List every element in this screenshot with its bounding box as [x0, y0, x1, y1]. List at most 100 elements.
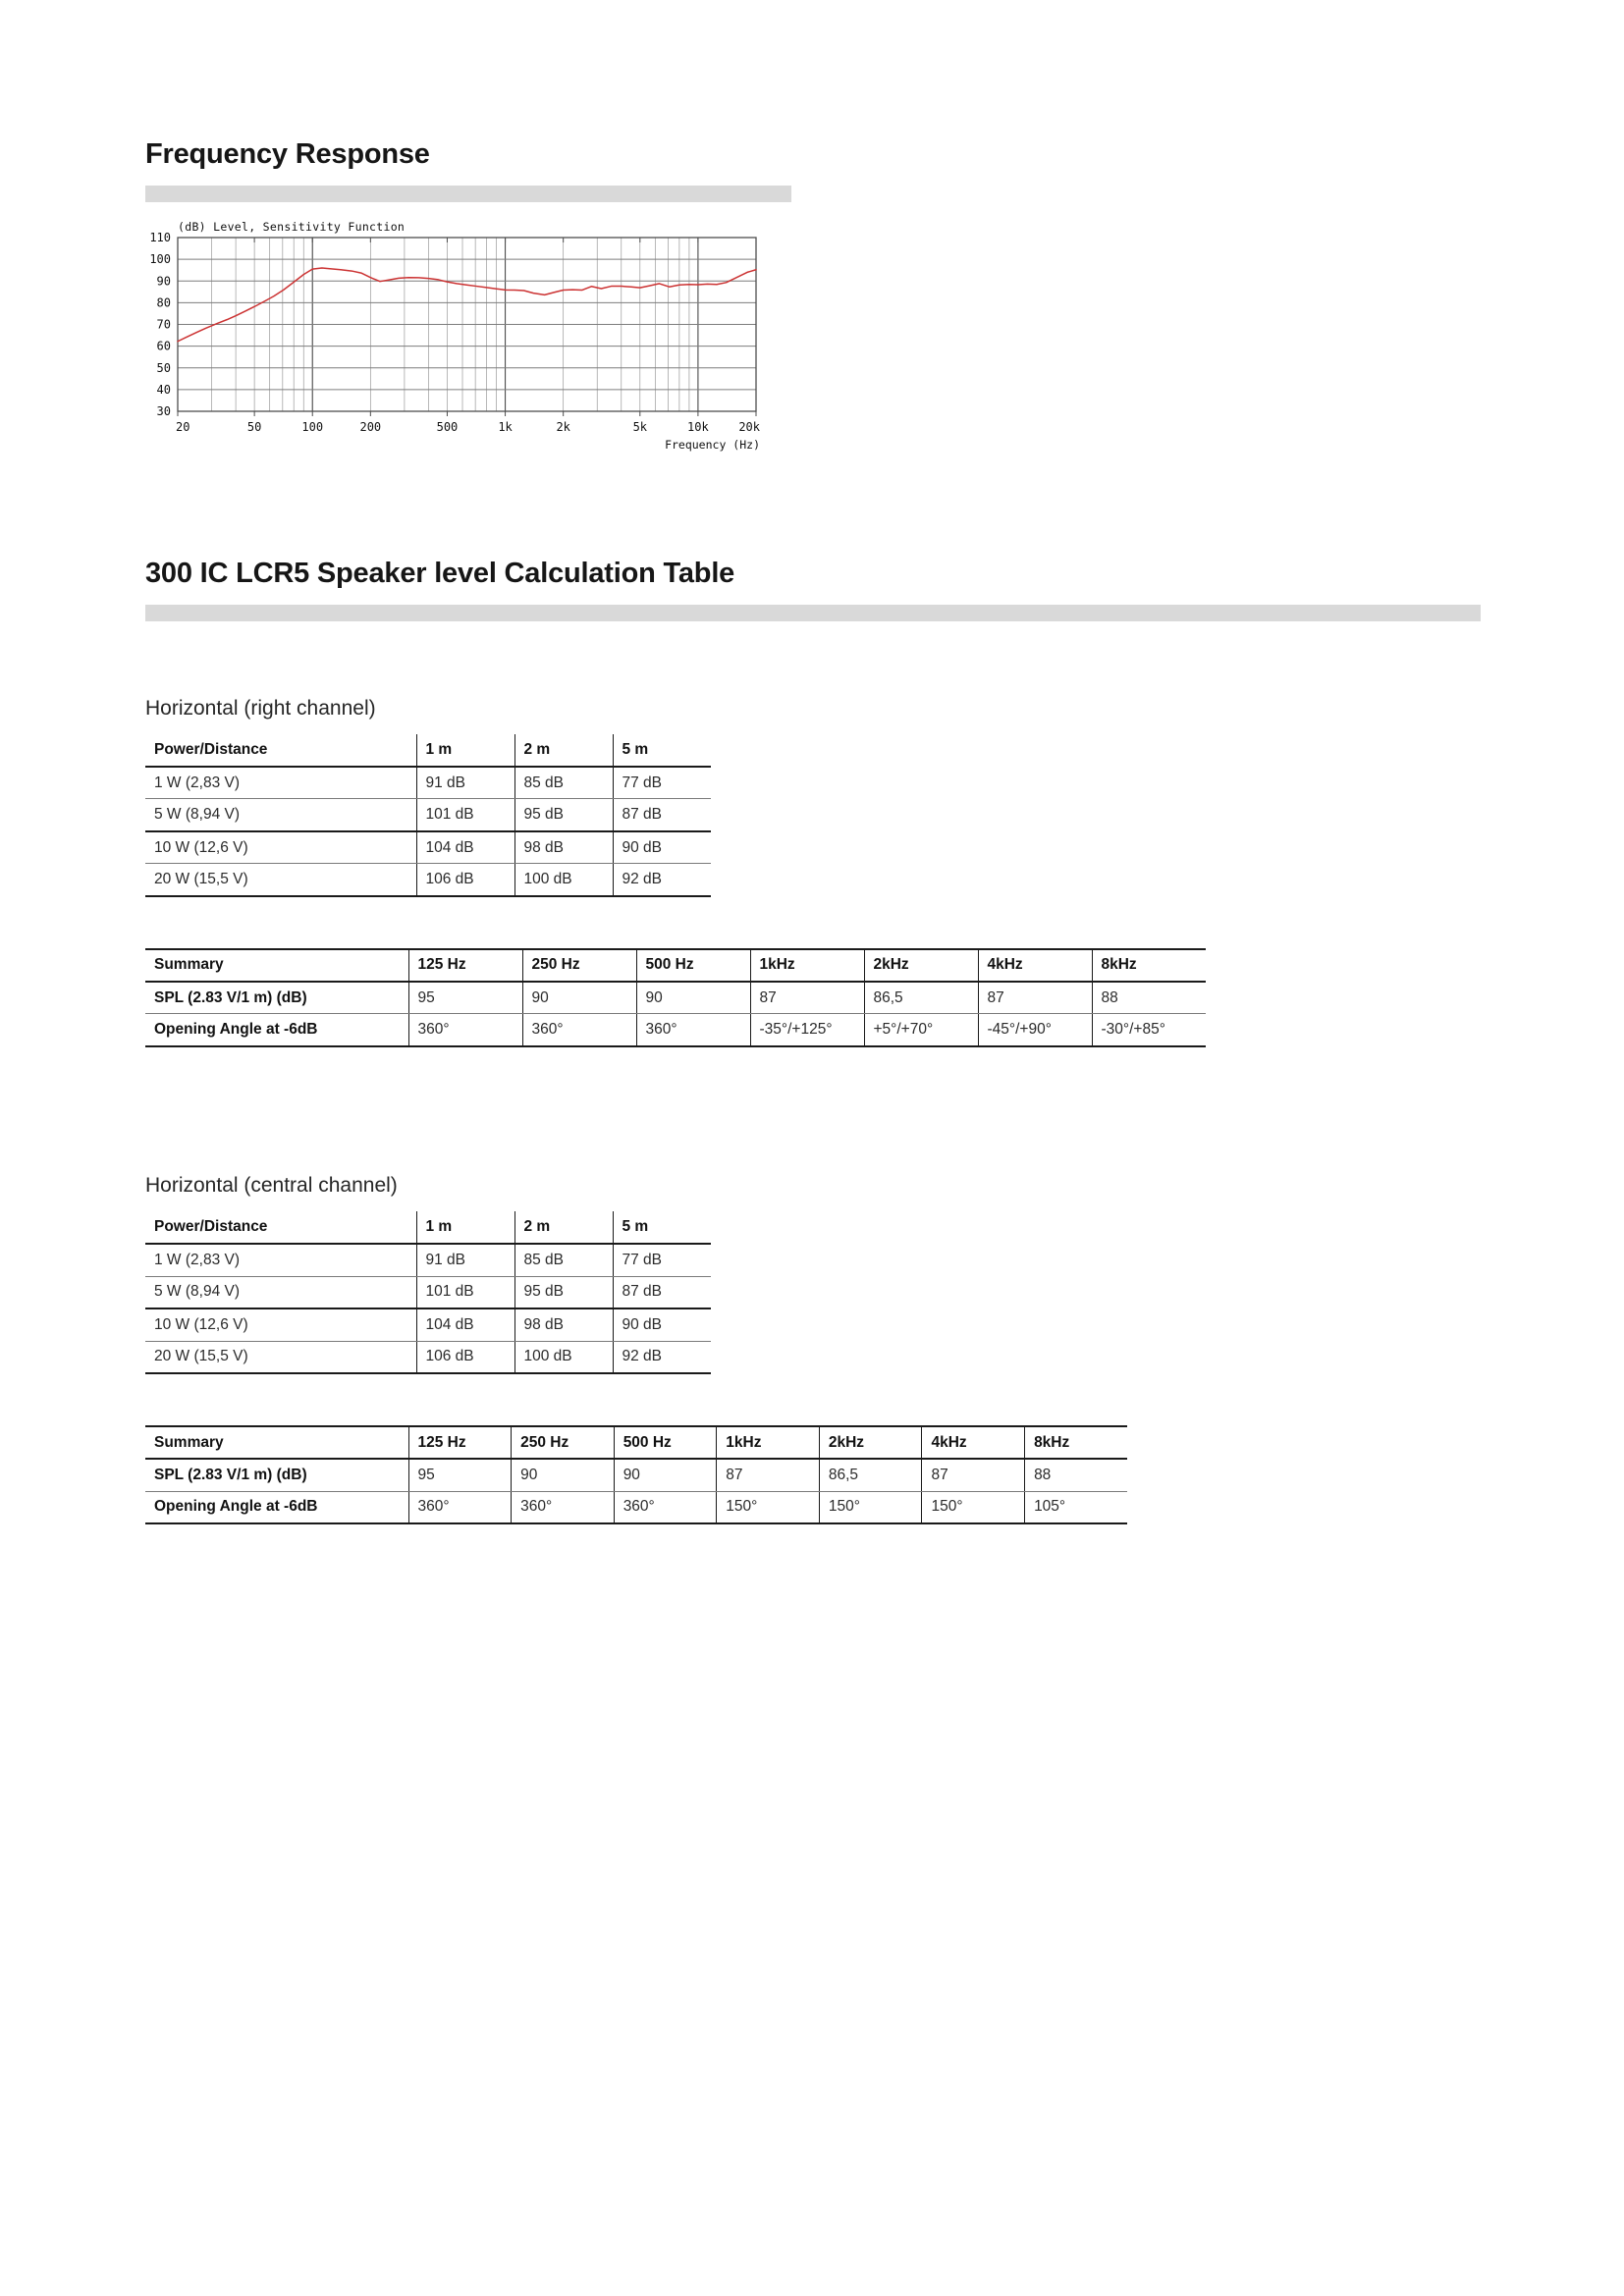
- column-header: 1 m: [415, 733, 514, 768]
- svg-text:80: 80: [157, 295, 171, 309]
- subheading-central-channel: Horizontal (central channel): [145, 1173, 398, 1197]
- cell-250hz: 360°: [511, 1491, 615, 1525]
- svg-text:500: 500: [437, 420, 459, 434]
- row-label: SPL (2.83 V/1 m) (dB): [145, 1459, 408, 1492]
- svg-text:110: 110: [149, 231, 171, 244]
- cell-2khz: 150°: [818, 1491, 922, 1525]
- cell-1m: 104 dB: [415, 1308, 514, 1342]
- svg-text:5k: 5k: [633, 420, 648, 434]
- page-title-calculation-table: 300 IC LCR5 Speaker level Calculation Ta…: [145, 557, 735, 589]
- cell-2m: 100 dB: [514, 1341, 613, 1375]
- table-row: 1 W (2,83 V) 91 dB 85 dB 77 dB: [145, 1244, 711, 1277]
- cell-500hz: 90: [613, 1459, 717, 1492]
- column-header: Summary: [145, 1425, 408, 1461]
- cell-250hz: 90: [511, 1459, 615, 1492]
- cell-5m: 92 dB: [612, 863, 711, 897]
- table-row: 10 W (12,6 V) 104 dB 98 dB 90 dB: [145, 830, 711, 865]
- table-row-spl: SPL (2.83 V/1 m) (dB) 95 90 90 87 86,5 8…: [145, 981, 1206, 1015]
- power-distance-table-central: Power/Distance 1 m 2 m 5 m 1 W (2,83 V) …: [145, 1211, 711, 1375]
- cell-8khz: 88: [1091, 981, 1206, 1015]
- table-row: 20 W (15,5 V) 106 dB 100 dB 92 dB: [145, 863, 711, 897]
- cell-5m: 90 dB: [612, 1308, 711, 1342]
- cell-1m: 106 dB: [415, 1341, 514, 1375]
- cell-1khz: 87: [749, 981, 864, 1015]
- cell-4khz: 87: [921, 1459, 1025, 1492]
- cell-125hz: 95: [407, 981, 522, 1015]
- svg-text:100: 100: [301, 420, 323, 434]
- column-header: 8kHz: [1024, 1425, 1128, 1461]
- cell-2khz: 86,5: [863, 981, 978, 1015]
- cell-500hz: 360°: [635, 1013, 750, 1047]
- cell-1m: 91 dB: [415, 766, 514, 800]
- cell-power: 20 W (15,5 V): [145, 1341, 416, 1375]
- cell-1khz: 87: [716, 1459, 820, 1492]
- chart-caption: (dB) Level, Sensitivity Function: [178, 219, 406, 234]
- cell-8khz: 105°: [1024, 1491, 1128, 1525]
- table-row: 5 W (8,94 V) 101 dB 95 dB 87 dB: [145, 1276, 711, 1310]
- svg-text:50: 50: [157, 361, 171, 375]
- cell-4khz: -45°/+90°: [977, 1013, 1092, 1047]
- cell-2m: 98 dB: [514, 830, 613, 865]
- column-header: 2 m: [514, 1211, 613, 1246]
- svg-text:1k: 1k: [498, 420, 513, 434]
- cell-power: 20 W (15,5 V): [145, 863, 416, 897]
- table-row-opening-angle: Opening Angle at -6dB 360° 360° 360° 150…: [145, 1491, 1128, 1525]
- table-header-row: Summary 125 Hz 250 Hz 500 Hz 1kHz 2kHz 4…: [145, 1425, 1128, 1461]
- cell-2m: 95 dB: [514, 798, 613, 832]
- cell-4khz: 87: [977, 981, 1092, 1015]
- svg-text:20k: 20k: [738, 420, 760, 434]
- table-row-opening-angle: Opening Angle at -6dB 360° 360° 360° -35…: [145, 1013, 1206, 1047]
- column-header: 2 m: [514, 733, 613, 768]
- row-label: SPL (2.83 V/1 m) (dB): [145, 981, 408, 1015]
- cell-1m: 101 dB: [415, 1276, 514, 1310]
- cell-1khz: 150°: [716, 1491, 820, 1525]
- cell-250hz: 360°: [521, 1013, 636, 1047]
- svg-text:20: 20: [176, 420, 189, 434]
- cell-500hz: 360°: [613, 1491, 717, 1525]
- cell-2m: 98 dB: [514, 1308, 613, 1342]
- column-header: 8kHz: [1091, 947, 1206, 983]
- cell-125hz: 360°: [407, 1013, 522, 1047]
- subheading-right-channel: Horizontal (right channel): [145, 696, 376, 720]
- column-header: 125 Hz: [407, 947, 522, 983]
- cell-250hz: 90: [521, 981, 636, 1015]
- table-header-row: Power/Distance 1 m 2 m 5 m: [145, 1211, 711, 1246]
- power-distance-table-right: Power/Distance 1 m 2 m 5 m 1 W (2,83 V) …: [145, 733, 711, 897]
- spacer: [145, 897, 1481, 948]
- column-header: 4kHz: [921, 1425, 1025, 1461]
- column-header: 2kHz: [863, 947, 978, 983]
- table-row: 20 W (15,5 V) 106 dB 100 dB 92 dB: [145, 1341, 711, 1375]
- cell-1m: 91 dB: [415, 1244, 514, 1277]
- cell-1m: 104 dB: [415, 830, 514, 865]
- cell-8khz: 88: [1024, 1459, 1128, 1492]
- column-header: Power/Distance: [145, 1211, 416, 1246]
- cell-2m: 100 dB: [514, 863, 613, 897]
- cell-5m: 77 dB: [612, 766, 711, 800]
- column-header: 1kHz: [716, 1425, 820, 1461]
- table-header-row: Power/Distance 1 m 2 m 5 m: [145, 733, 711, 768]
- svg-text:10k: 10k: [687, 420, 709, 434]
- svg-text:2k: 2k: [556, 420, 570, 434]
- summary-table-central: Summary 125 Hz 250 Hz 500 Hz 1kHz 2kHz 4…: [145, 1425, 1128, 1525]
- table-row-spl: SPL (2.83 V/1 m) (dB) 95 90 90 87 86,5 8…: [145, 1459, 1128, 1492]
- frequency-response-chart: (dB) Level, Sensitivity Function 30 40 50 6…: [145, 220, 793, 465]
- chart-canvas: 30 40 50 60 70 80 90 100 110 20 50 100 200 500 1k 2k 5k 1…: [149, 231, 760, 452]
- spacer: [145, 1374, 1481, 1425]
- column-header: Power/Distance: [145, 733, 416, 768]
- cell-2m: 95 dB: [514, 1276, 613, 1310]
- cell-power: 5 W (8,94 V): [145, 798, 416, 832]
- column-header: 125 Hz: [407, 1425, 512, 1461]
- column-header: 500 Hz: [635, 947, 750, 983]
- cell-2m: 85 dB: [514, 1244, 613, 1277]
- cell-1m: 106 dB: [415, 863, 514, 897]
- column-header: 5 m: [612, 1211, 711, 1246]
- cell-4khz: 150°: [921, 1491, 1025, 1525]
- table-row: 10 W (12,6 V) 104 dB 98 dB 90 dB: [145, 1308, 711, 1342]
- cell-1m: 101 dB: [415, 798, 514, 832]
- cell-power: 1 W (2,83 V): [145, 1244, 416, 1277]
- cell-power: 1 W (2,83 V): [145, 766, 416, 800]
- spacer-between-sections: [145, 465, 1481, 559]
- row-label: Opening Angle at -6dB: [145, 1013, 408, 1047]
- cell-5m: 92 dB: [612, 1341, 711, 1375]
- heading-rule-calculation-table: [145, 604, 1481, 621]
